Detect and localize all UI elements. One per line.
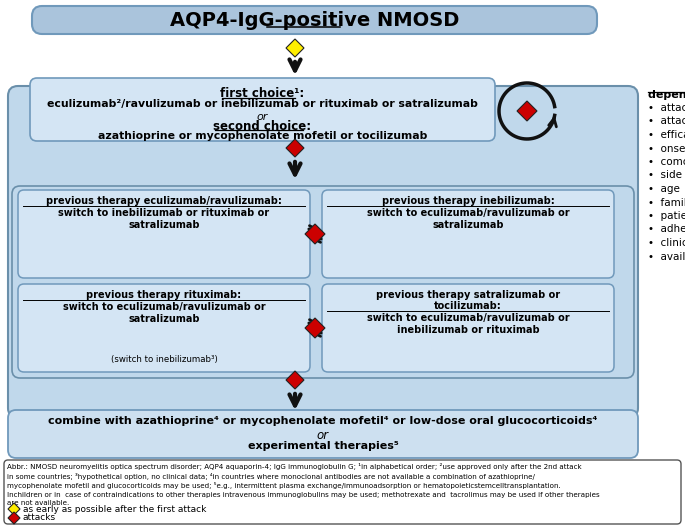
Text: •  comorbidities: • comorbidities	[648, 157, 685, 167]
Text: •  adherence: • adherence	[648, 225, 685, 235]
Text: or: or	[257, 112, 269, 122]
Text: previous therapy eculizumab/ravulizumab:: previous therapy eculizumab/ravulizumab:	[46, 196, 282, 206]
Text: •  onset of action: • onset of action	[648, 144, 685, 154]
Polygon shape	[8, 503, 20, 515]
FancyBboxPatch shape	[322, 190, 614, 278]
Text: experimental therapies⁵: experimental therapies⁵	[247, 441, 399, 451]
Polygon shape	[286, 371, 304, 389]
Text: satralizumab: satralizumab	[432, 220, 503, 230]
FancyBboxPatch shape	[8, 86, 638, 418]
Text: AQP4-IgG-positive NMOSD: AQP4-IgG-positive NMOSD	[170, 11, 459, 29]
Text: azathioprine or mycophenolate mofetil or tocilizumab: azathioprine or mycophenolate mofetil or…	[98, 131, 427, 141]
Text: switch to eculizumab/ravulizumab or: switch to eculizumab/ravulizumab or	[366, 208, 569, 218]
Text: tocilizumab:: tocilizumab:	[434, 301, 502, 311]
Text: or: or	[317, 429, 329, 442]
Polygon shape	[305, 224, 325, 244]
FancyBboxPatch shape	[18, 284, 310, 372]
Text: switch to eculizumab/ravulizumab or: switch to eculizumab/ravulizumab or	[63, 302, 265, 312]
Text: second choice:: second choice:	[214, 120, 312, 133]
Text: eculizumab²/ravulizumab or inebilizumab or rituximab or satralizumab: eculizumab²/ravulizumab or inebilizumab …	[47, 99, 478, 109]
Text: •  side effects/safety: • side effects/safety	[648, 170, 685, 180]
Text: satralizumab: satralizumab	[128, 220, 200, 230]
Text: •  availability/costs: • availability/costs	[648, 251, 685, 261]
Text: •  attack severity: • attack severity	[648, 103, 685, 113]
Text: Abbr.: NMOSD neuromyelitis optica spectrum disorder; AQP4 aquaporin-4; IgG immun: Abbr.: NMOSD neuromyelitis optica spectr…	[7, 463, 599, 506]
Text: switch to inebilizumab or rituximab or: switch to inebilizumab or rituximab or	[58, 208, 270, 218]
Text: first choice¹:: first choice¹:	[221, 87, 305, 100]
Text: attacks: attacks	[23, 513, 56, 522]
Text: •  patient preferences: • patient preferences	[648, 211, 685, 221]
Text: depending on: depending on	[648, 90, 685, 100]
Text: previous therapy satralizumab or: previous therapy satralizumab or	[376, 290, 560, 300]
Text: •  clinical utility: • clinical utility	[648, 238, 685, 248]
Polygon shape	[8, 512, 20, 524]
Text: •  age: • age	[648, 184, 680, 194]
Text: •  family planning: • family planning	[648, 197, 685, 207]
Text: previous therapy inebilizumab:: previous therapy inebilizumab:	[382, 196, 554, 206]
FancyBboxPatch shape	[18, 190, 310, 278]
FancyBboxPatch shape	[322, 284, 614, 372]
Text: previous therapy rituximab:: previous therapy rituximab:	[86, 290, 242, 300]
FancyBboxPatch shape	[4, 460, 681, 524]
Text: satralizumab: satralizumab	[128, 314, 200, 324]
Polygon shape	[286, 139, 304, 157]
Polygon shape	[305, 318, 325, 338]
Polygon shape	[517, 101, 537, 121]
Polygon shape	[286, 39, 304, 57]
FancyBboxPatch shape	[8, 410, 638, 458]
FancyBboxPatch shape	[12, 186, 634, 378]
Text: as early as possible after the first attack: as early as possible after the first att…	[23, 504, 206, 513]
FancyBboxPatch shape	[32, 6, 597, 34]
Text: combine with azathioprine⁴ or mycophenolate mofetil⁴ or low-dose oral glucocorti: combine with azathioprine⁴ or mycophenol…	[49, 416, 598, 426]
Text: inebilizumab or rituximab: inebilizumab or rituximab	[397, 325, 539, 335]
Text: •  attack recovery: • attack recovery	[648, 116, 685, 126]
Text: switch to eculizumab/ravulizumab or: switch to eculizumab/ravulizumab or	[366, 313, 569, 323]
Text: •  efficacy: • efficacy	[648, 130, 685, 140]
Text: (switch to inebilizumab³): (switch to inebilizumab³)	[110, 355, 217, 364]
FancyBboxPatch shape	[30, 78, 495, 141]
